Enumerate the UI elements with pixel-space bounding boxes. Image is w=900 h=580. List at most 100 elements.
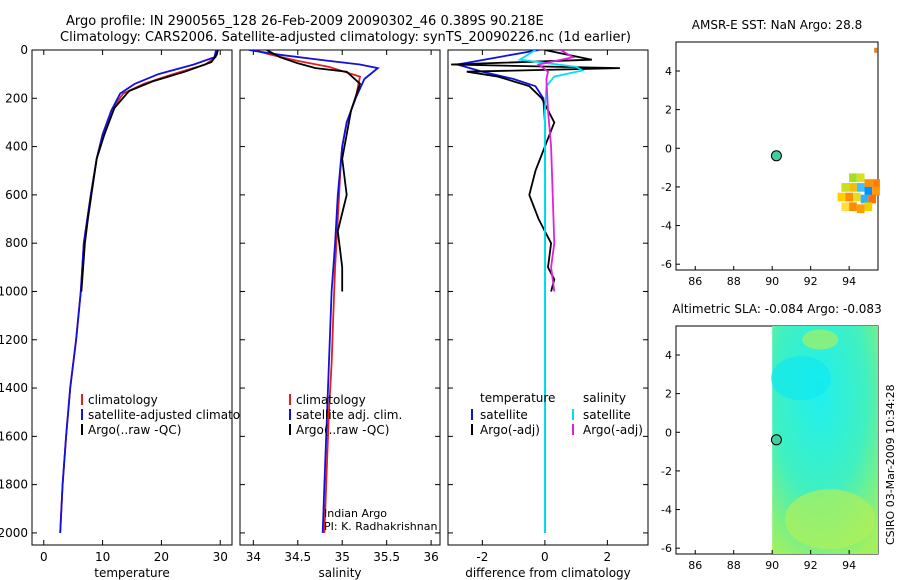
sst-pixel bbox=[856, 173, 865, 183]
sst-argo-marker bbox=[770, 150, 782, 162]
temperature-axes-frame bbox=[31, 49, 233, 546]
sst-pixel bbox=[849, 202, 857, 212]
salinity-annotation-line: PI: K. Radhakrishnan bbox=[324, 520, 437, 533]
depth-tick-label: 1000 bbox=[0, 284, 28, 298]
sla-map-panel: 86 88 90 92 94 -6 -4 -2 0 2 4 Altimetric SLA: -0.08… bbox=[661, 302, 882, 572]
salinity-legend-label: climatology bbox=[296, 393, 366, 407]
sla-ytick-label: -4 bbox=[661, 504, 672, 517]
salinity-xtick-label: 34.5 bbox=[284, 550, 311, 564]
sst-xtick-label: 94 bbox=[842, 275, 856, 288]
sla-ytick-label: 2 bbox=[665, 388, 672, 401]
temperature-xlabel: temperature bbox=[94, 566, 169, 580]
diff-legend-salinity-label: Argo(-adj) bbox=[583, 423, 643, 437]
sst-pixel bbox=[841, 202, 850, 212]
salinity-annotation-line: Indian Argo bbox=[324, 507, 387, 520]
temperature-xtick-label: 30 bbox=[213, 550, 228, 564]
sst-ytick-label: -4 bbox=[661, 220, 672, 233]
sst-title: AMSR-E SST: NaN Argo: 28.8 bbox=[692, 18, 862, 32]
depth-tick-label: 1800 bbox=[0, 478, 28, 492]
diff-legend-salinity-title: salinity bbox=[583, 391, 626, 405]
difference-xlabel: difference from climatology bbox=[465, 566, 631, 580]
sla-xtick-label: 90 bbox=[765, 559, 779, 572]
salinity-legend-label: Argo(..raw -QC) bbox=[296, 423, 389, 437]
temperature-legend-label: climatology bbox=[88, 393, 158, 407]
difference-xtick-label: 0 bbox=[541, 550, 549, 564]
salinity-series-argo-raw-qc- bbox=[266, 50, 362, 292]
salinity-panel: 34 34.5 35 35.5 36 salinity climatologysatelli… bbox=[239, 49, 441, 580]
depth-tick-label: 600 bbox=[5, 188, 28, 202]
difference-axes-frame bbox=[447, 49, 649, 546]
difference-xtick-label: -2 bbox=[476, 550, 488, 564]
sla-argo-marker bbox=[770, 434, 782, 446]
temperature-xtick-label: 20 bbox=[154, 550, 169, 564]
sst-ytick-label: -6 bbox=[661, 258, 672, 271]
difference-series-salinity-argo-adj- bbox=[536, 50, 576, 292]
sst-xtick-label: 92 bbox=[804, 275, 818, 288]
temperature-xtick-label: 0 bbox=[40, 550, 48, 564]
sst-ytick-label: 2 bbox=[665, 104, 672, 117]
sst-pixel bbox=[872, 179, 880, 188]
sla-ytick-label: 0 bbox=[665, 426, 672, 439]
sla-xtick-label: 86 bbox=[688, 559, 702, 572]
sst-pixel bbox=[849, 183, 857, 192]
sla-high-patch bbox=[802, 329, 839, 350]
salinity-axes-frame bbox=[239, 49, 441, 546]
depth-tick-label: 400 bbox=[5, 140, 28, 154]
sst-pixel bbox=[849, 173, 857, 183]
salinity-legend-label: satellite adj. clim. bbox=[296, 408, 402, 422]
sst-pixel bbox=[845, 192, 853, 202]
temperature-legend-label: satellite-adjusted climatology bbox=[88, 408, 266, 422]
sst-pixel bbox=[864, 179, 873, 188]
difference-panel: -2 0 2 difference from climatology temperatu… bbox=[447, 49, 649, 580]
salinity-xlabel: salinity bbox=[318, 566, 361, 580]
sst-pixel bbox=[856, 183, 865, 192]
sla-ytick-label: -2 bbox=[661, 465, 672, 478]
sla-xtick-label: 92 bbox=[804, 559, 818, 572]
figure-title-line1: Argo profile: IN 2900565_128 26-Feb-2009… bbox=[66, 14, 544, 29]
depth-tick-label: 1600 bbox=[0, 429, 28, 443]
sst-pixel bbox=[872, 186, 880, 196]
temperature-xtick-label: 10 bbox=[95, 550, 110, 564]
temperature-series-argo-raw-qc- bbox=[80, 50, 219, 292]
sla-ytick-label: 4 bbox=[665, 349, 672, 362]
diff-legend-salinity-label: satellite bbox=[583, 408, 631, 422]
sst-ytick-label: -2 bbox=[661, 181, 672, 194]
sla-xtick-label: 88 bbox=[727, 559, 741, 572]
sst-pixel bbox=[864, 186, 873, 196]
diff-legend-temperature-title: temperature bbox=[480, 391, 555, 405]
depth-tick-label: 1400 bbox=[0, 381, 28, 395]
difference-xtick-label: 2 bbox=[604, 550, 612, 564]
sst-xtick-label: 88 bbox=[727, 275, 741, 288]
sst-pixel bbox=[868, 194, 877, 204]
figure-title-line2: Climatology: CARS2006. Satellite-adjuste… bbox=[60, 30, 631, 45]
sst-ytick-label: 4 bbox=[665, 65, 672, 78]
sst-map-panel: 86 88 90 92 94 -6 -4 -2 0 2 4 AMSR-E SST: NaN Argo:… bbox=[661, 18, 880, 288]
salinity-series-satellite-adj-clim- bbox=[248, 50, 380, 533]
sst-pixel bbox=[860, 194, 869, 204]
sst-pixel bbox=[864, 202, 873, 212]
salinity-xtick-label: 36 bbox=[423, 550, 438, 564]
sla-high-patch bbox=[784, 489, 875, 550]
sla-ytick-label: -6 bbox=[661, 542, 672, 555]
depth-tick-label: 1200 bbox=[0, 333, 28, 347]
sla-title: Altimetric SLA: -0.084 Argo: -0.083 bbox=[672, 302, 881, 316]
diff-legend-temperature-label: Argo(-adj) bbox=[480, 423, 540, 437]
sst-ytick-label: 0 bbox=[665, 142, 672, 155]
temperature-panel: 0 10 20 30 0 200 400 600 800 1000 1200 1400 1600 1800… bbox=[0, 43, 266, 580]
salinity-xtick-label: 35 bbox=[335, 550, 350, 564]
sst-pixel bbox=[841, 183, 850, 192]
sst-xtick-label: 90 bbox=[765, 275, 779, 288]
diff-legend-temperature-label: satellite bbox=[480, 408, 528, 422]
sla-low-patch bbox=[771, 356, 832, 401]
salinity-xtick-label: 35.5 bbox=[373, 550, 400, 564]
salinity-xtick-label: 34 bbox=[246, 550, 261, 564]
difference-series-salinity-satellite bbox=[517, 50, 585, 533]
depth-tick-label: 0 bbox=[20, 43, 28, 57]
sst-pixel bbox=[852, 192, 861, 202]
sst-pixel bbox=[856, 204, 865, 213]
sst-xtick-label: 86 bbox=[688, 275, 702, 288]
depth-tick-label: 2000 bbox=[0, 526, 28, 540]
depth-tick-label: 200 bbox=[5, 91, 28, 105]
sst-pixel bbox=[837, 192, 846, 202]
